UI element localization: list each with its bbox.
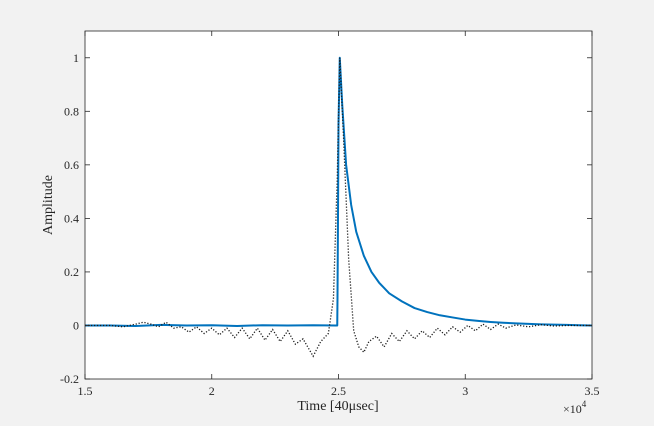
y-axis-label: Amplitude [41, 175, 56, 235]
y-tick-label: 0.8 [64, 104, 79, 118]
series-line-1 [85, 56, 593, 327]
x-exponent-power: 4 [582, 399, 587, 409]
y-tick-label: 0.2 [64, 265, 79, 279]
x-tick-label: 3 [462, 384, 468, 398]
y-tick-label: -0.2 [60, 372, 79, 386]
y-tick-label: 1 [73, 51, 79, 65]
x-axis-label: Time [40μsec] [297, 399, 378, 414]
axes-layer: 1.5 2 2.5 3 3.5 -0.2 0 0.2 0.4 0.6 0.8 1 [60, 30, 600, 398]
y-tick-label: 0 [73, 318, 79, 332]
y-tick-label: 0.6 [64, 158, 79, 172]
x-tick-label: 3.5 [585, 384, 600, 398]
series-line-2 [85, 57, 592, 358]
series-layer [85, 56, 593, 358]
x-exponent-label: ×104 [563, 399, 587, 416]
x-tick-label: 2 [209, 384, 215, 398]
x-tick-label: 2.5 [331, 384, 346, 398]
x-exponent-base: ×10 [563, 402, 582, 416]
y-tick-label: 0.4 [64, 211, 79, 225]
x-tick-label: 1.5 [78, 384, 93, 398]
